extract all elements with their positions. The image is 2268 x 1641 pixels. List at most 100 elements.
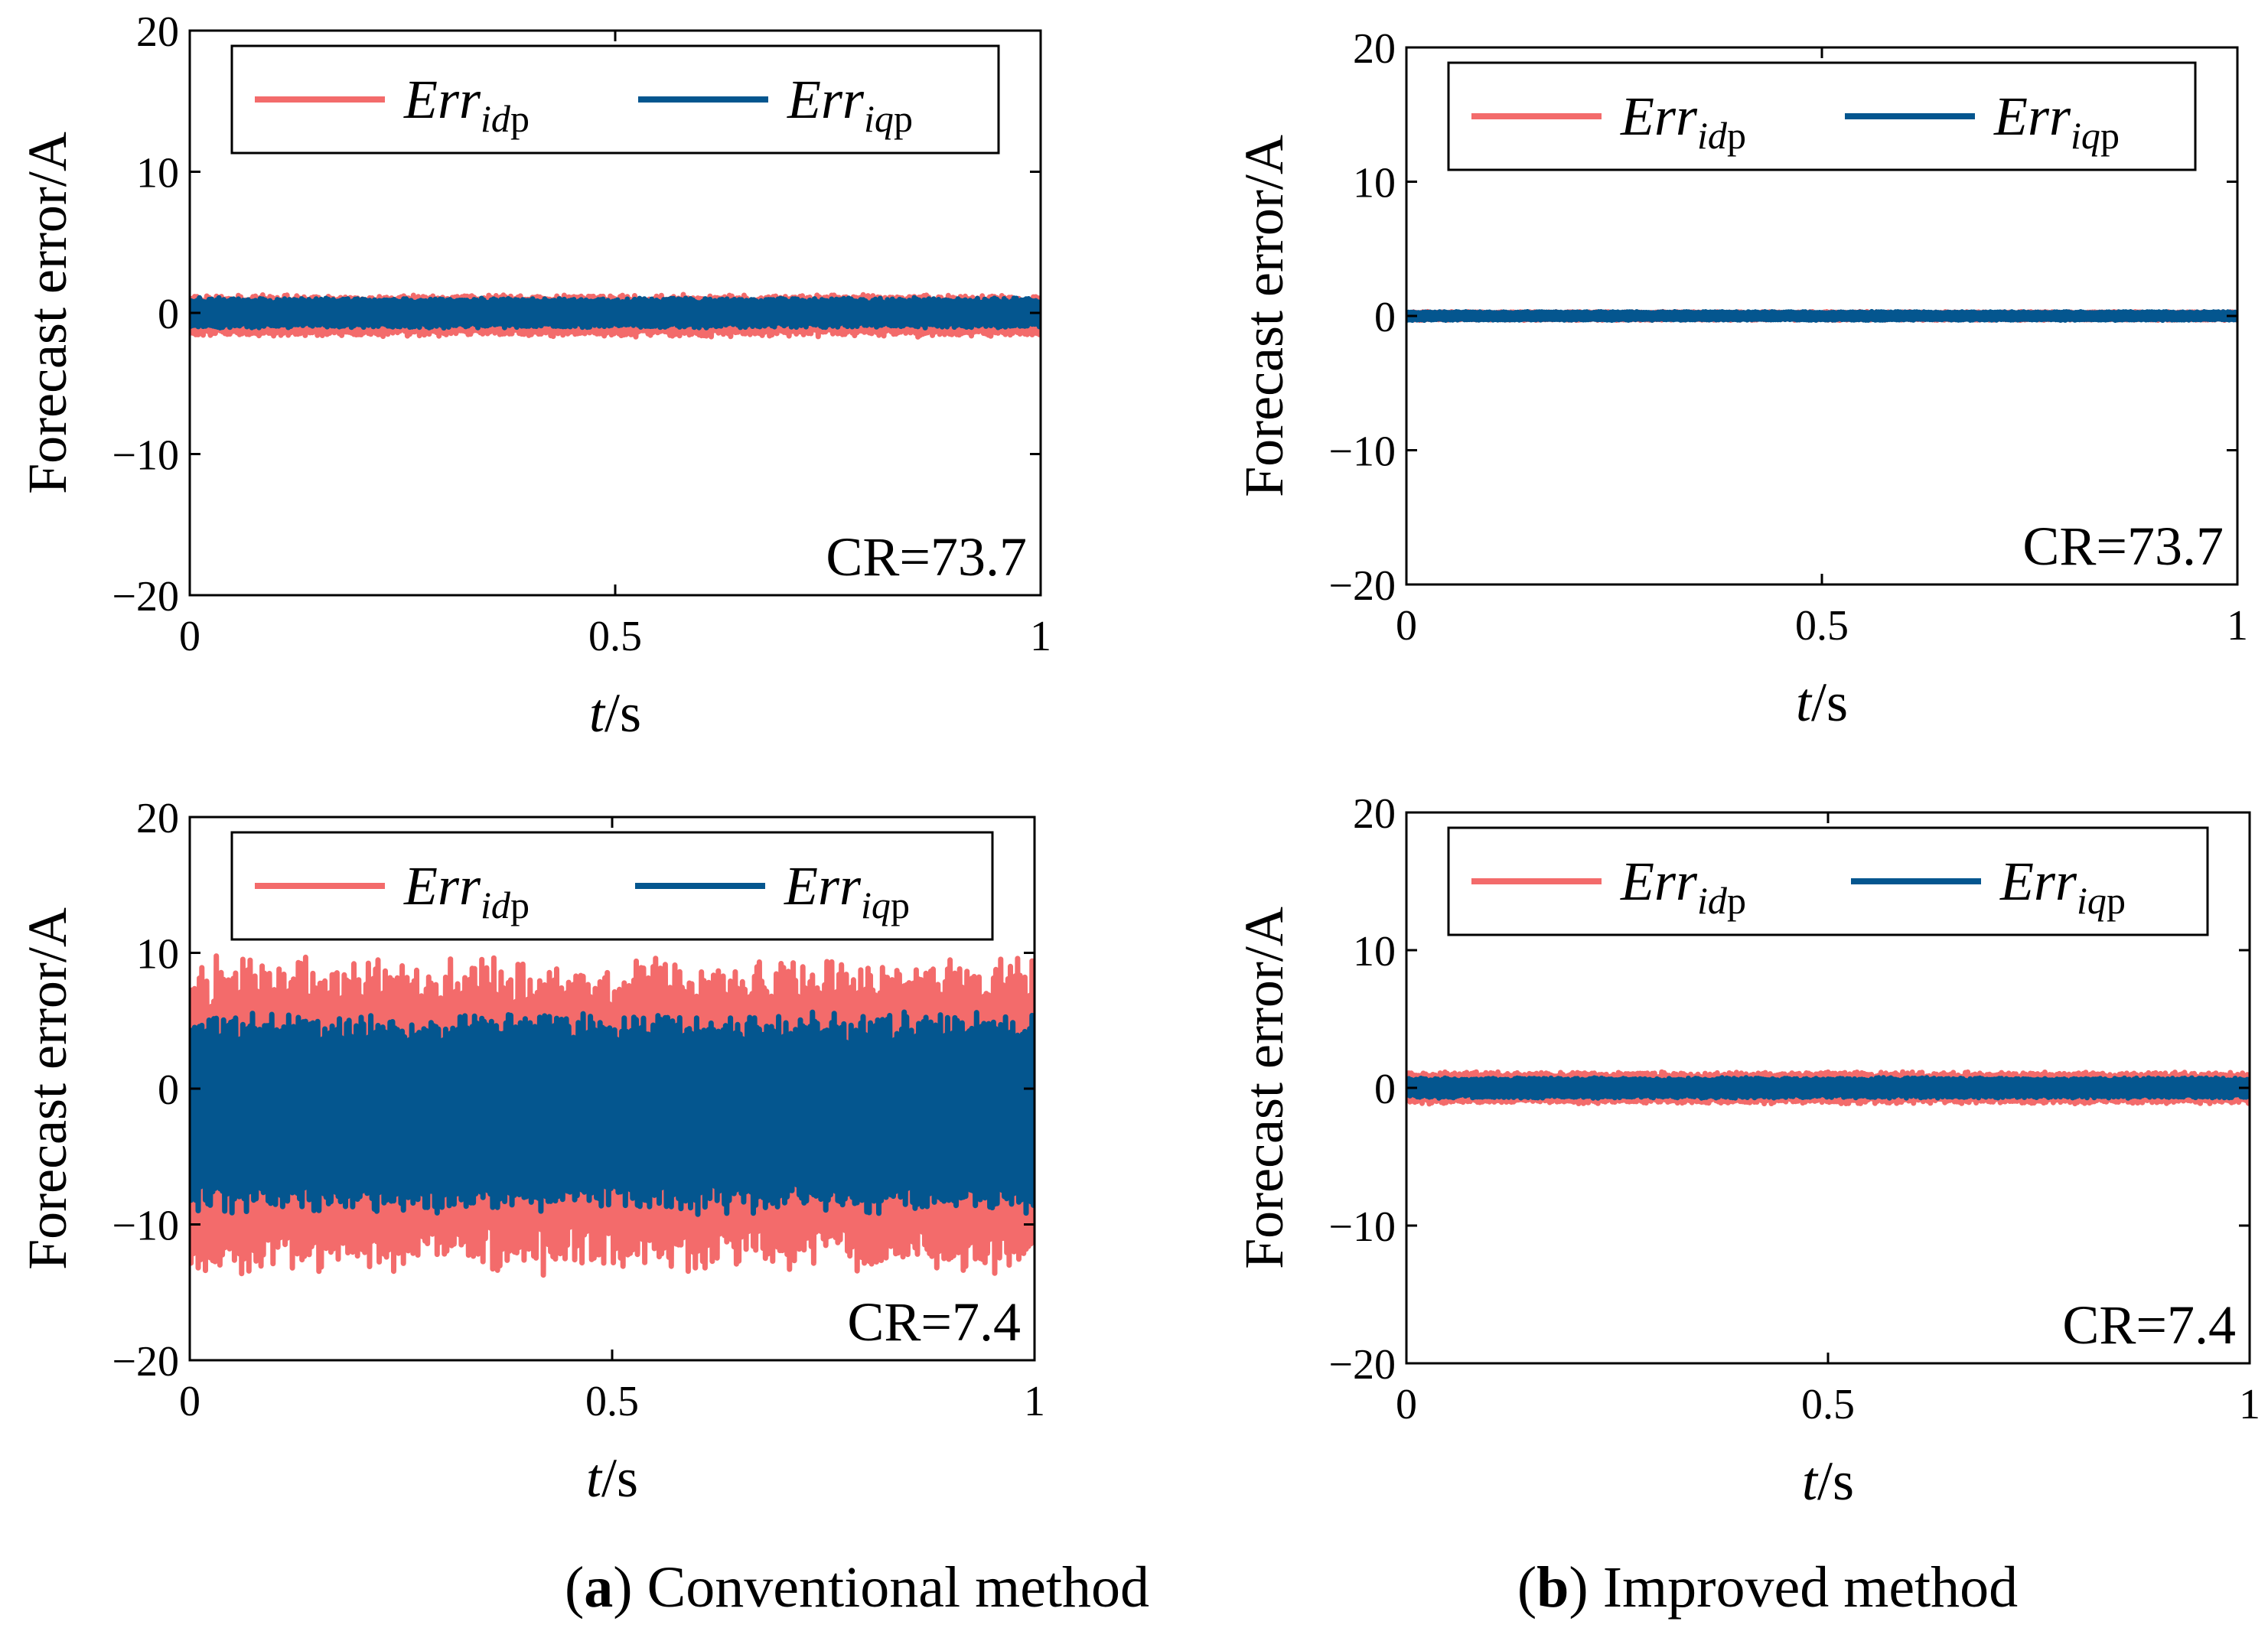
caption-b: (b) Improved method [1517,1555,2018,1620]
y-tick-label: 0 [1374,1066,1396,1113]
x-tick-label: 0.5 [588,613,642,660]
legend-label-sub: id [1697,114,1728,157]
series-Err_iqp [1406,1075,2250,1101]
x-tick-label: 0.5 [1801,1381,1855,1428]
x-axis-label-var: t [586,1447,603,1509]
legend-label-sub: id [481,884,511,926]
x-axis-label: t/s [1796,672,1848,733]
y-axis-label: Forecast error/A [17,132,78,494]
legend-label-sub-p: p [1727,879,1746,922]
y-axis-label: Forecast error/A [1233,135,1295,497]
caption-a-text: Conventional method [633,1555,1149,1620]
legend-label-iqp: Erriqp [787,69,913,140]
y-tick-label: 0 [158,1066,179,1114]
y-tick-label: 0 [158,291,179,338]
series-Err_iqp [190,295,1041,331]
series-Err_iqp [190,1009,1035,1217]
y-tick-label: 20 [1353,790,1396,838]
series-group [190,291,1041,340]
cr-annotation: CR=7.4 [2062,1294,2236,1356]
legend-label-name: Err [787,69,865,130]
legend-label-name: Err [1999,851,2077,912]
y-tick-label: 20 [1353,25,1396,73]
legend-label-iqp: Erriqp [1999,851,2126,922]
series-group [1406,308,2237,324]
x-tick-label: 0 [179,613,200,660]
legend: Erridp Erriqp [1447,61,2197,171]
y-axis-label: Forecast error/A [17,907,78,1270]
legend-label-name: Err [1620,86,1698,147]
legend-label-name: Err [1993,86,2071,147]
y-tick-label: 0 [1374,294,1396,341]
y-tick-label: −20 [1328,562,1396,610]
legend-label-idp: Erridp [1620,851,1746,922]
x-tick-label: 0.5 [585,1378,639,1425]
y-tick-label: 20 [136,795,179,842]
caption-a-letter: a [584,1555,613,1620]
legend-label-sub: id [1697,879,1728,922]
x-tick-label: 0 [1396,1381,1417,1428]
legend-label-sub-p: p [510,97,530,140]
x-tick-label: 1 [1024,1378,1045,1425]
x-axis-label-unit: /s [604,682,641,744]
y-tick-label: 10 [136,150,179,197]
legend-label-name: Err [784,855,862,917]
x-tick-label: 0.5 [1795,602,1849,650]
legend-label-sub: id [481,97,511,140]
legend-label-sub-p: p [2107,879,2126,922]
series-Err_iqp [1406,308,2237,323]
legend-label-sub-p: p [1727,114,1746,157]
legend-label-sub: iq [2077,879,2107,922]
y-tick-label: −10 [1328,1203,1396,1251]
x-tick-label: 0 [1396,602,1417,650]
legend-label-sub: iq [861,884,891,926]
x-tick-label: 0 [179,1378,200,1425]
legend-label-sub-p: p [510,884,530,926]
y-tick-label: 10 [1353,928,1396,975]
y-tick-label: −10 [112,432,179,480]
legend-label-sub-p: p [894,97,913,140]
legend-label-name: Err [403,69,481,130]
cr-annotation: CR=73.7 [826,526,1027,588]
x-tick-label: 1 [2239,1381,2260,1428]
legend-label-name: Err [403,855,481,917]
x-axis-label-var: t [589,682,606,744]
y-tick-label: 20 [136,8,179,56]
legend-label-sub: iq [2071,114,2100,157]
cr-annotation: CR=7.4 [847,1291,1021,1353]
legend-label-name: Err [1620,851,1698,912]
x-axis-label-var: t [1802,1451,1819,1512]
cr-annotation: CR=73.7 [2022,516,2224,577]
x-axis-label: t/s [589,682,641,744]
x-axis-label-unit: /s [1811,672,1848,733]
series-group [1406,1069,2250,1107]
legend-label-sub-p: p [2100,114,2120,157]
y-tick-label: 10 [136,931,179,978]
x-axis-label: t/s [586,1447,638,1509]
caption-b-letter: b [1536,1555,1569,1620]
legend-label-iqp: Erriqp [784,855,910,926]
y-tick-label: −20 [112,573,179,620]
legend-label-idp: Erridp [1620,86,1746,157]
x-tick-label: 1 [2227,602,2248,650]
x-axis-label-unit: /s [1817,1451,1854,1512]
x-tick-label: 1 [1030,613,1051,660]
series-group [190,953,1035,1278]
y-tick-label: −20 [1328,1341,1396,1389]
caption-a: (a) Conventional method [565,1555,1149,1620]
y-tick-label: −10 [1328,428,1396,476]
legend: Erridp Erriqp [1447,826,2209,936]
caption-b-text: Improved method [1589,1555,2018,1620]
legend: Erridp Erriqp [230,831,994,941]
legend-label-sub-p: p [891,884,910,926]
x-axis-label-var: t [1796,672,1813,733]
legend-label-idp: Erridp [403,69,530,140]
y-tick-label: 10 [1353,160,1396,207]
legend: Erridp Erriqp [230,44,1000,155]
